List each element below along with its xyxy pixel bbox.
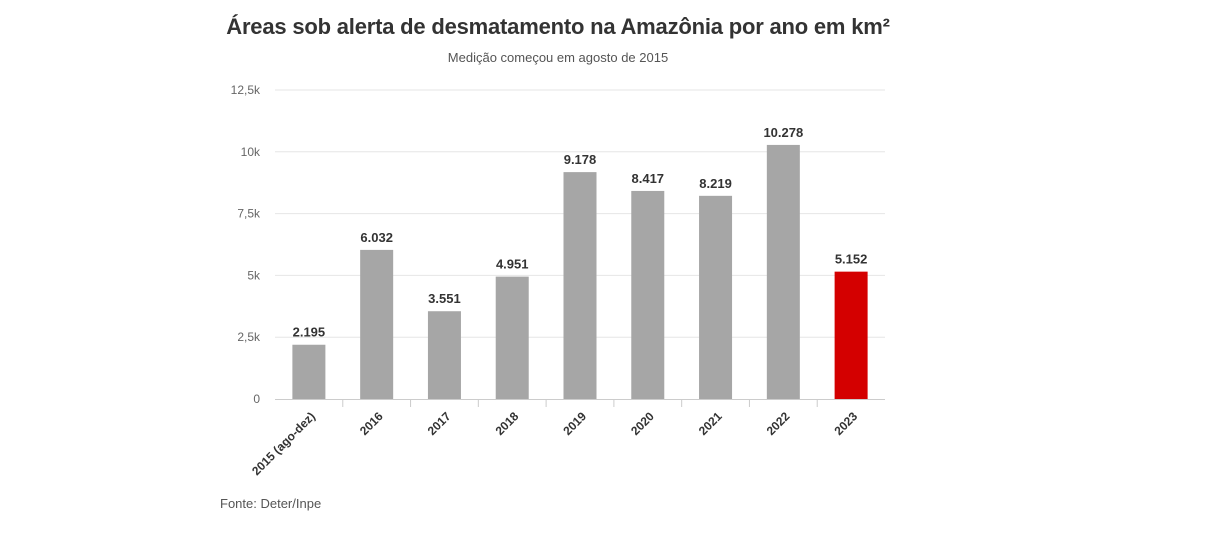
x-tick-label: 2016 bbox=[357, 409, 386, 438]
x-tick-label: 2017 bbox=[425, 409, 454, 438]
x-axis bbox=[275, 399, 885, 407]
bar bbox=[631, 190, 665, 399]
x-tick-label: 2019 bbox=[560, 409, 589, 438]
y-tick-label: 2,5k bbox=[237, 330, 261, 344]
data-label: 2.195 bbox=[293, 325, 326, 340]
data-label: 6.032 bbox=[360, 230, 393, 245]
bar bbox=[360, 249, 394, 399]
x-tick-label: 2015 (ago-dez) bbox=[249, 409, 318, 478]
x-tick-label: 2022 bbox=[764, 409, 793, 438]
x-tick-label: 2020 bbox=[628, 409, 657, 438]
y-axis-ticks: 0 2,5k 5k 7,5k 10k 12,5k bbox=[231, 83, 261, 406]
bar bbox=[427, 311, 461, 399]
source-note: Fonte: Deter/Inpe bbox=[220, 496, 322, 511]
x-axis-labels: 2015 (ago-dez) 2016 2017 2018 2019 2020 2021 20… bbox=[249, 409, 860, 478]
data-labels: 2.195 6.032 3.551 4.951 9.178 8.417 8.219 10.27… bbox=[293, 125, 868, 340]
data-label: 10.278 bbox=[763, 125, 803, 140]
x-tick-label: 2023 bbox=[831, 409, 860, 438]
data-label: 5.152 bbox=[835, 252, 868, 267]
y-tick-label: 5k bbox=[247, 268, 261, 282]
data-label: 9.178 bbox=[564, 152, 597, 167]
bar bbox=[495, 276, 529, 399]
data-label: 8.219 bbox=[699, 176, 732, 191]
bar bbox=[563, 172, 597, 399]
chart-title: Áreas sob alerta de desmatamento na Amaz… bbox=[226, 14, 890, 39]
chart-subtitle: Medição começou em agosto de 2015 bbox=[447, 50, 669, 65]
x-tick-label: 2021 bbox=[696, 409, 725, 438]
bar bbox=[834, 271, 868, 399]
bar bbox=[766, 144, 800, 399]
y-tick-label: 10k bbox=[241, 145, 261, 159]
data-label: 3.551 bbox=[428, 291, 461, 306]
y-tick-label: 7,5k bbox=[237, 207, 261, 221]
data-label: 8.417 bbox=[632, 171, 665, 186]
y-tick-label: 12,5k bbox=[231, 83, 261, 97]
x-tick-label: 2018 bbox=[493, 409, 522, 438]
bar bbox=[699, 195, 733, 399]
bars bbox=[292, 144, 868, 399]
data-label: 4.951 bbox=[496, 257, 529, 272]
bar bbox=[292, 344, 326, 399]
y-tick-label: 0 bbox=[253, 392, 260, 406]
